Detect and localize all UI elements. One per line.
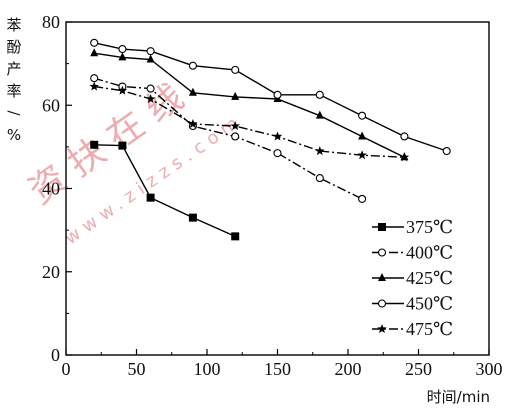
series-375℃ [90, 140, 240, 241]
data-point [400, 132, 409, 141]
legend-item: 425℃ [372, 268, 453, 288]
data-point [118, 141, 127, 150]
data-point [146, 54, 155, 63]
data-point [315, 110, 324, 119]
legend-label: 450℃ [406, 294, 453, 314]
y-tick-label: 40 [42, 179, 60, 199]
data-point [377, 299, 387, 308]
x-tick-label: 100 [194, 359, 221, 379]
legend-label: 375℃ [406, 217, 453, 237]
y-axis-title-char: 苯 [6, 16, 21, 34]
legend-item: 375℃ [372, 217, 453, 237]
y-tick-label: 60 [42, 95, 60, 115]
data-point [231, 65, 240, 74]
legend-item: 400℃ [372, 243, 453, 263]
legend-label: 475℃ [406, 319, 453, 339]
data-point [118, 45, 127, 54]
axis-ticks: 0 50 100 150 200 250 300 0 20 40 60 80 [42, 12, 503, 379]
data-point [442, 146, 451, 156]
series-450℃ [90, 38, 451, 156]
data-point [90, 140, 99, 149]
data-point [377, 324, 387, 334]
legend-item: 475℃ [372, 319, 453, 339]
y-axis-title-char: 产 [6, 60, 21, 78]
series-line [94, 42, 447, 152]
data-point [315, 174, 324, 183]
data-point [117, 85, 128, 95]
data-point [399, 152, 410, 162]
data-point [90, 48, 99, 57]
y-tick-label: 20 [42, 262, 60, 282]
data-point [90, 74, 99, 83]
data-point [188, 118, 198, 129]
x-tick-label: 250 [405, 359, 432, 379]
data-point [358, 194, 367, 203]
data-point [315, 90, 324, 99]
data-point [273, 149, 282, 158]
legend-label: 400℃ [406, 243, 453, 263]
series-400℃ [90, 74, 367, 203]
y-axis-title-char: % [7, 126, 21, 144]
data-point [315, 146, 325, 156]
y-tick-label: 0 [51, 345, 60, 365]
data-point [358, 111, 367, 120]
legend-label: 425℃ [406, 268, 453, 288]
data-point [378, 223, 386, 231]
plot-series [89, 38, 451, 241]
data-point [230, 121, 240, 131]
y-axis-title-char: / [5, 110, 23, 116]
y-tick-label: 80 [42, 12, 60, 32]
data-point [377, 248, 387, 257]
data-point [231, 132, 240, 141]
data-point [146, 193, 155, 202]
data-point [188, 61, 197, 70]
data-point [90, 38, 99, 47]
data-point [146, 84, 155, 93]
y-axis-title-char: 酚 [6, 38, 21, 56]
data-point [378, 273, 386, 281]
series-line [94, 77, 363, 200]
data-point [89, 81, 99, 91]
legend: 375℃ 400℃ 425℃ 450℃ 475℃ [372, 217, 453, 339]
data-point [272, 131, 283, 141]
data-point [358, 131, 367, 140]
x-tick-label: 300 [476, 359, 503, 379]
data-point [357, 150, 367, 160]
series-475℃ [89, 81, 410, 162]
data-point [118, 52, 127, 61]
data-point [231, 232, 240, 241]
x-tick-label: 50 [128, 359, 146, 379]
data-point [273, 90, 282, 99]
y-axis-title-char: 率 [6, 82, 21, 100]
x-tick-label: 150 [264, 359, 291, 379]
data-point [146, 47, 155, 56]
data-point [188, 213, 197, 222]
data-point [231, 91, 240, 100]
x-tick-label: 200 [335, 359, 362, 379]
legend-item: 450℃ [372, 294, 453, 314]
data-point [145, 94, 156, 104]
data-point [188, 87, 197, 96]
x-axis-title: 时间/min [427, 388, 490, 406]
x-tick-label: 0 [62, 359, 71, 379]
